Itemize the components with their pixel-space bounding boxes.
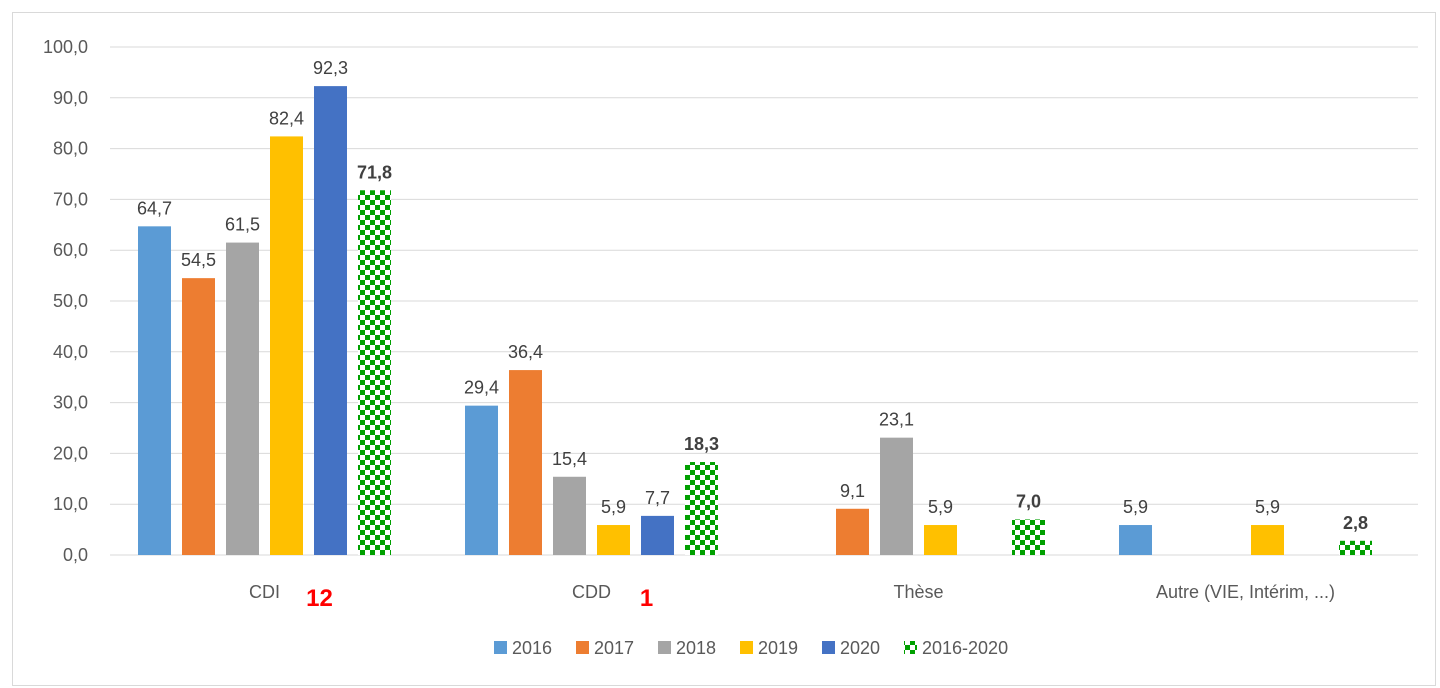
data-label: 5,9 (1123, 497, 1148, 517)
bar-2016-2020-cdi (358, 190, 391, 556)
data-label: 18,3 (684, 434, 719, 454)
y-tick-label: 40,0 (53, 342, 88, 362)
data-label: 7,7 (645, 488, 670, 508)
legend-label: 2020 (840, 638, 880, 658)
y-tick-label: 20,0 (53, 443, 88, 463)
bar-2016-cdi (138, 226, 171, 555)
y-tick-label: 50,0 (53, 291, 88, 311)
data-label: 71,8 (357, 162, 392, 182)
category-label: CDI (249, 582, 280, 602)
bar-2020-cdi (314, 86, 347, 555)
legend-swatch-2018 (658, 641, 671, 654)
data-label: 5,9 (928, 497, 953, 517)
x-axis: CDI CDD Thèse Autre (VIE, Intérim, ...) (249, 582, 1335, 602)
data-label: 82,4 (269, 108, 304, 128)
bar-2019-autre-vie-int-rim- (1251, 525, 1284, 555)
data-label: 36,4 (508, 342, 543, 362)
annotation-count: 12 (306, 585, 333, 612)
data-label: 23,1 (879, 410, 914, 430)
bar-2016-2020-cdd (685, 462, 718, 555)
bar-2018-th-se (880, 437, 913, 555)
bar-2019-th-se (924, 525, 957, 555)
gridlines (110, 46, 1418, 556)
y-tick-label: 70,0 (53, 189, 88, 209)
legend-label: 2019 (758, 638, 798, 658)
data-label: 2,8 (1343, 513, 1368, 533)
y-tick-label: 10,0 (53, 494, 88, 514)
bar-2019-cdd (597, 525, 630, 555)
y-tick-label: 100,0 (43, 37, 88, 57)
bars (138, 86, 1372, 556)
bar-2016-2020-autre-vie-int-rim- (1339, 540, 1372, 555)
data-label: 5,9 (601, 497, 626, 517)
bar-2018-cdd (553, 476, 586, 555)
data-labels: 64,7 54,5 61,5 82,4 92,3 71,8 29,4 36,4 15,4 5,9 7… (137, 58, 1368, 533)
bar-2017-cdi (182, 278, 215, 555)
data-label: 7,0 (1016, 491, 1041, 511)
legend-label: 2018 (676, 638, 716, 658)
bar-2018-cdi (226, 242, 259, 555)
bar-2016-autre-vie-int-rim- (1119, 525, 1152, 555)
legend-swatch-2016-2020 (904, 641, 917, 654)
legend-swatch-2020 (822, 641, 835, 654)
y-tick-label: 80,0 (53, 139, 88, 159)
y-tick-label: 0,0 (63, 545, 88, 565)
legend-swatch-2016 (494, 641, 507, 654)
data-label: 54,5 (181, 250, 216, 270)
legend-label: 2016 (512, 638, 552, 658)
data-label: 15,4 (552, 449, 587, 469)
y-tick-label: 90,0 (53, 88, 88, 108)
legend: 2016 2017 2018 2019 2020 2016-2020 (494, 638, 1008, 658)
data-label: 61,5 (225, 215, 260, 235)
category-label: Thèse (893, 582, 943, 602)
data-label: 5,9 (1255, 497, 1280, 517)
bar-2020-cdd (641, 515, 674, 555)
annotations: 12 1 (306, 585, 653, 612)
bar-2019-cdi (270, 136, 303, 555)
y-tick-label: 30,0 (53, 393, 88, 413)
legend-swatch-2019 (740, 641, 753, 654)
data-label: 29,4 (464, 378, 499, 398)
bar-2016-2020-th-se (1012, 519, 1045, 555)
bar-2017-cdd (509, 370, 542, 555)
bar-2016-cdd (465, 405, 498, 555)
legend-label: 2017 (594, 638, 634, 658)
data-label: 9,1 (840, 481, 865, 501)
y-tick-label: 60,0 (53, 240, 88, 260)
legend-label: 2016-2020 (922, 638, 1008, 658)
category-label: Autre (VIE, Intérim, ...) (1156, 582, 1335, 602)
data-label: 92,3 (313, 58, 348, 78)
data-label: 64,7 (137, 198, 172, 218)
legend-swatch-2017 (576, 641, 589, 654)
bar-2017-th-se (836, 508, 869, 555)
y-axis: 0,0 10,0 20,0 30,0 40,0 50,0 60,0 70,0 80,0 90,0 1… (43, 37, 88, 565)
annotation-count: 1 (640, 585, 653, 612)
category-label: CDD (572, 582, 611, 602)
